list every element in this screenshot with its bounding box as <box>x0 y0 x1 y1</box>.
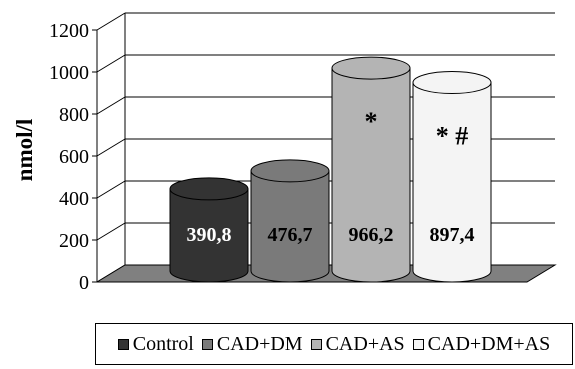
bar-control <box>169 177 249 283</box>
legend: Control CAD+DM CAD+AS CAD+DM+AS <box>95 323 573 365</box>
data-label: 476,7 <box>268 224 313 246</box>
bar-chart: 0 200 400 600 800 1000 1200 390,8 476,7 966,2 * 89… <box>12 12 557 294</box>
gridline-diagonal <box>96 180 126 199</box>
bar-top <box>250 159 330 183</box>
bar-cad-dm <box>250 159 330 283</box>
legend-label: CAD+DM <box>216 332 303 355</box>
y-tick-label: 200 <box>59 230 89 252</box>
bar-top <box>169 177 249 201</box>
legend-entry: CAD+DM+AS <box>412 332 551 356</box>
bar-cad-dm-as <box>412 71 492 283</box>
legend-entry: CAD+AS <box>310 332 405 356</box>
y-tick-label: 600 <box>59 146 89 168</box>
bar-top <box>331 56 411 80</box>
bars <box>169 56 492 283</box>
y-tick-label: 0 <box>79 272 89 294</box>
y-tick-label: 1200 <box>49 20 89 42</box>
y-tick-label: 800 <box>59 104 89 126</box>
significance-marker: * # <box>436 122 469 151</box>
data-label: 897,4 <box>430 224 475 246</box>
data-labels: 390,8 476,7 966,2 * 897,4 * # <box>187 107 475 246</box>
y-tick-label: 1000 <box>49 62 89 84</box>
legend-label: CAD+AS <box>325 332 405 355</box>
gridline-diagonal <box>96 96 126 115</box>
bar-top <box>412 71 492 95</box>
bar-body <box>250 170 330 283</box>
bar-cad-as <box>331 56 411 283</box>
y-tick-label: 400 <box>59 188 89 210</box>
data-label: 390,8 <box>187 224 232 246</box>
legend-label: Control <box>132 332 194 355</box>
legend-label: CAD+DM+AS <box>427 332 551 355</box>
legend-entry: CAD+DM <box>201 332 303 356</box>
data-label: 966,2 <box>349 224 394 246</box>
legend-swatch <box>310 338 322 350</box>
bar-body <box>412 82 492 283</box>
legend-swatch <box>412 338 424 350</box>
legend-entry: Control <box>117 332 194 356</box>
bar-body <box>331 67 411 283</box>
y-axis-label: nmol/l <box>12 119 37 182</box>
gridline-diagonal <box>96 222 126 241</box>
gridline-diagonal <box>96 54 126 73</box>
legend-swatch <box>117 338 129 350</box>
legend-swatch <box>201 338 213 350</box>
gridline-diagonal <box>96 138 126 157</box>
axes: 0 200 400 600 800 1000 1200 <box>49 13 126 294</box>
significance-marker: * <box>365 107 378 136</box>
bar-body <box>169 188 249 283</box>
gridline-diagonal <box>96 12 126 31</box>
